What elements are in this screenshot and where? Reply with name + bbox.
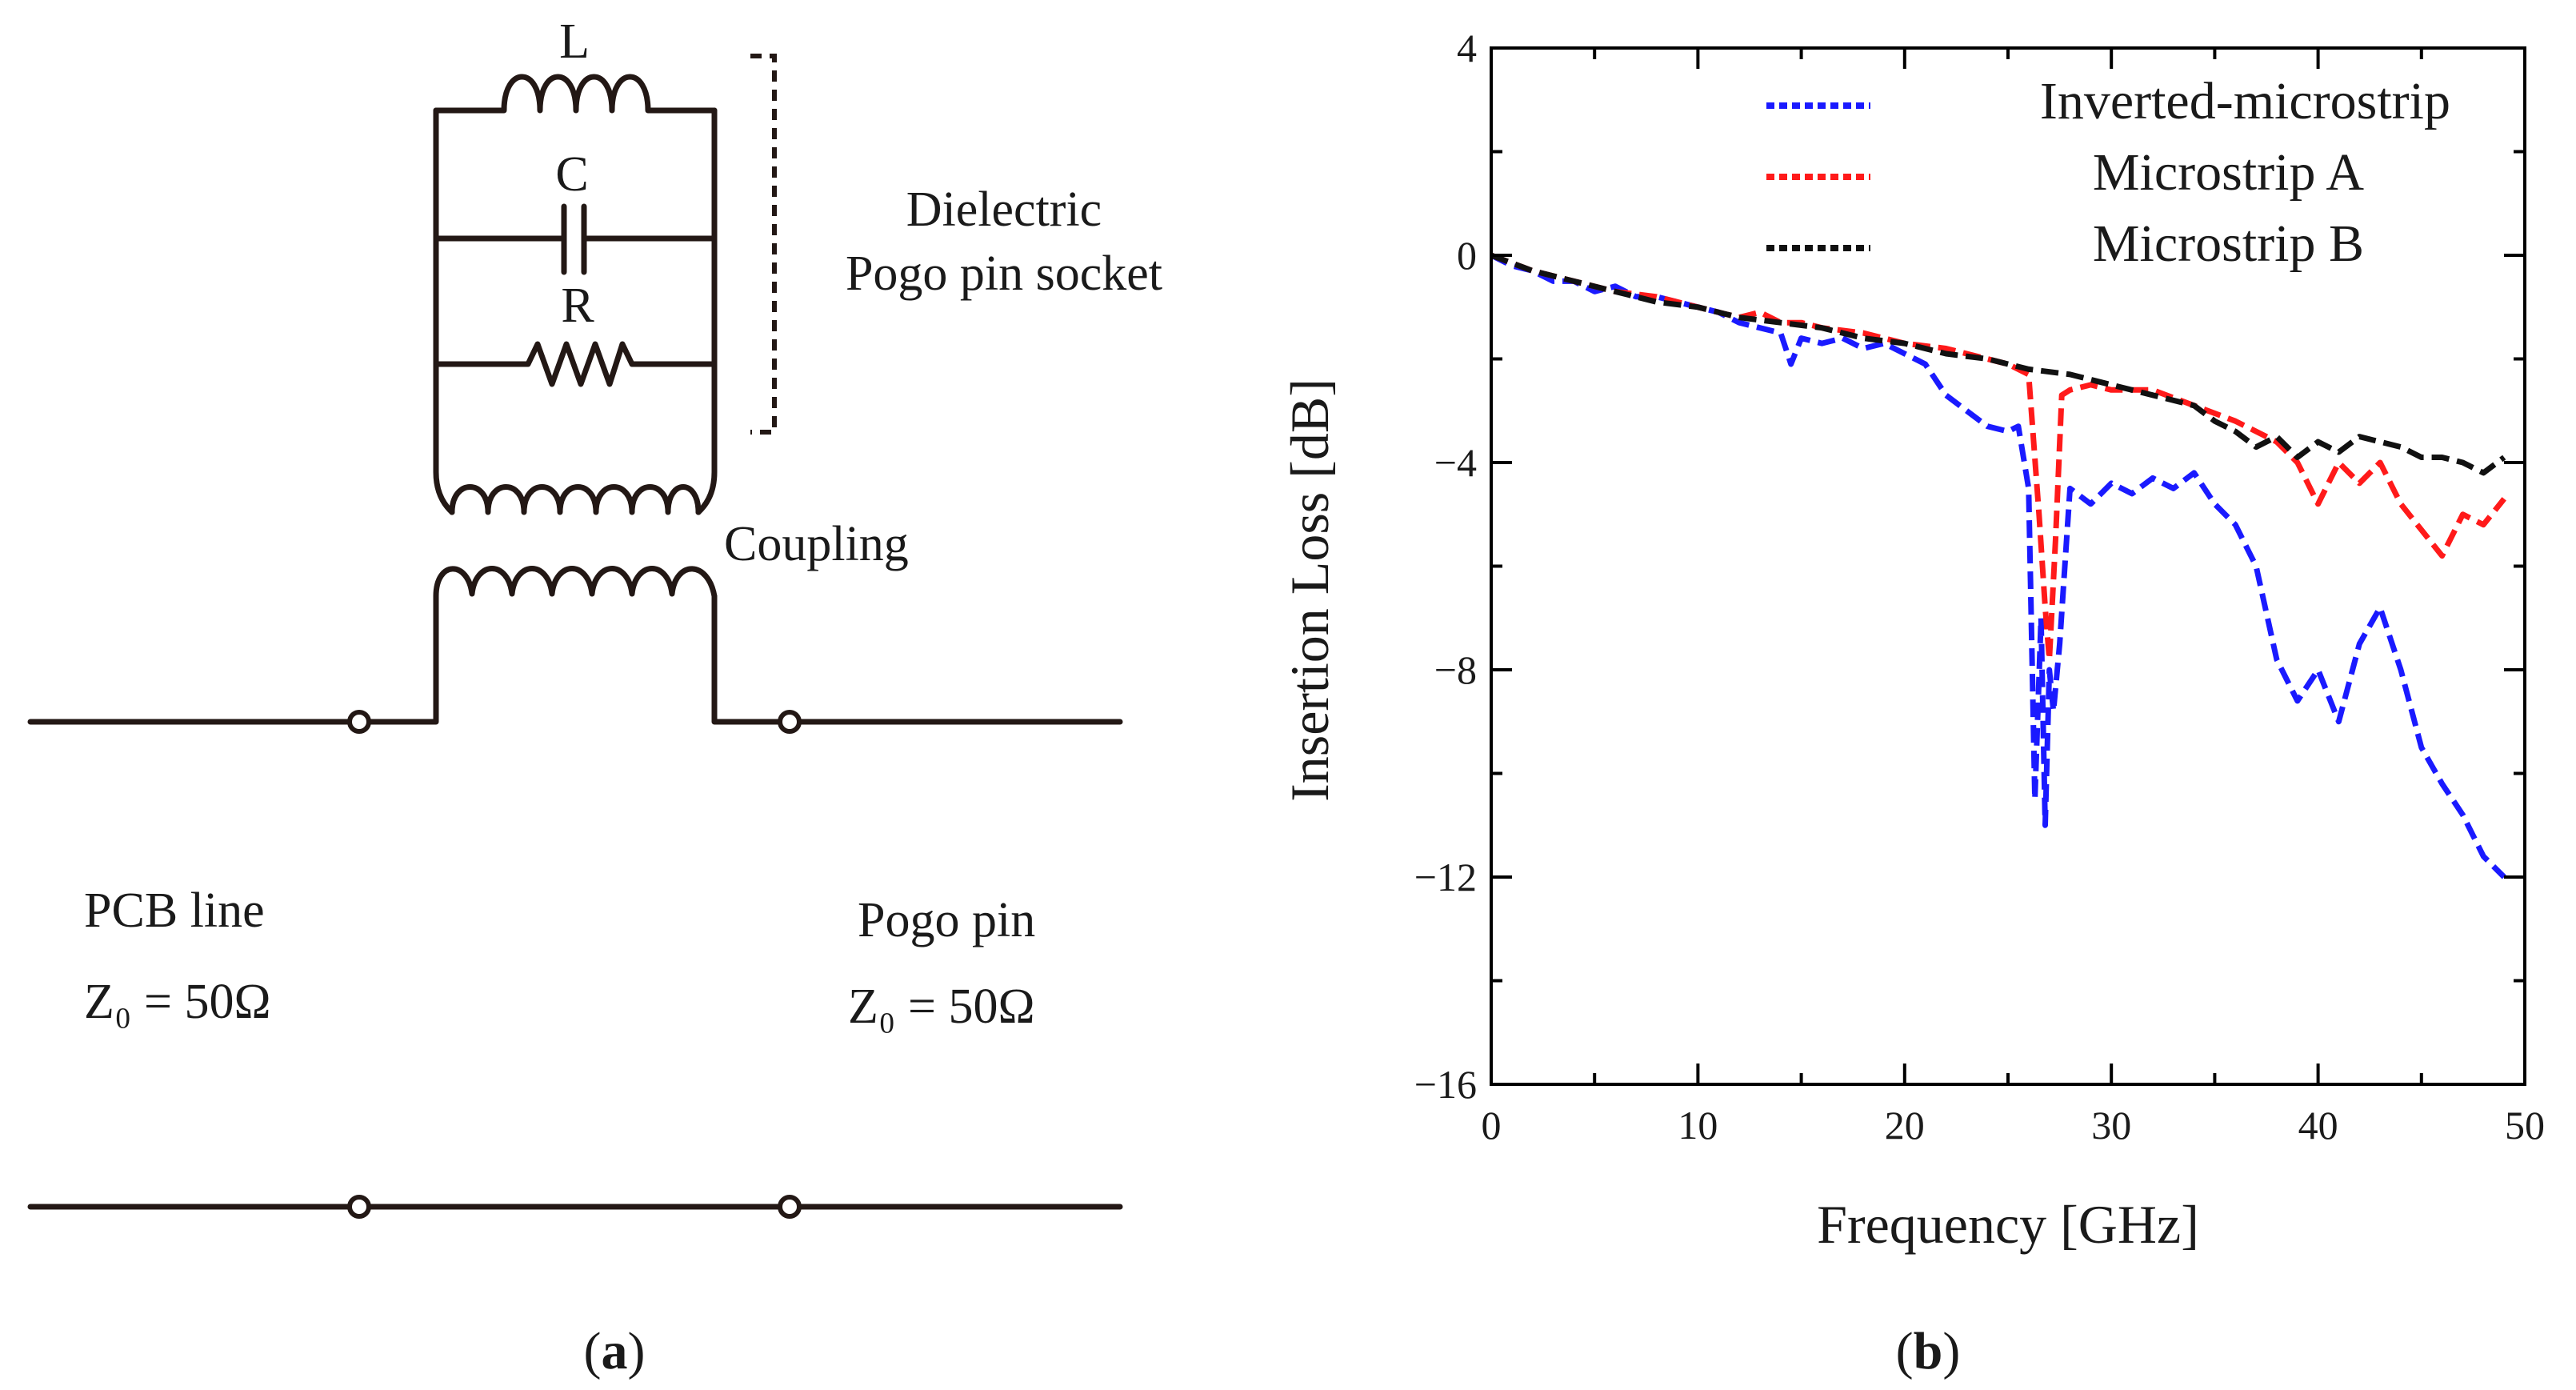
pogo-terminal: [778, 710, 802, 734]
x-tick-label: 0: [1482, 1103, 1502, 1148]
series-layer: [1490, 252, 2506, 879]
legend-label-2: Microstrip A: [2093, 143, 2364, 202]
pcb-terminal: [347, 710, 371, 734]
x-tick-label: 40: [2298, 1103, 2338, 1148]
lower-coil: [433, 566, 718, 599]
upper-coil: [449, 484, 702, 515]
pcb-ground-terminal: [347, 1195, 371, 1219]
coupling-label: Coupling: [724, 517, 909, 571]
coupling-transformer: [433, 484, 718, 599]
y-tick-label: −8: [1434, 647, 1477, 692]
x-tick-label: 50: [2505, 1103, 2545, 1148]
series-line-3: [1490, 252, 2506, 476]
dielectric-bracket: [750, 54, 777, 435]
x-axis-title: Frequency [GHz]: [1817, 1194, 2199, 1255]
caption-b: (b): [1896, 1322, 1961, 1380]
legend-label-1: Inverted-microstrip: [2040, 72, 2450, 130]
insertion-loss-chart-panel: 0 10 20 30 40 50 4 0 −4 −8 −12 −16 Inverted-microst…: [1248, 0, 2576, 1386]
pogo-pin-impedance: Z₀ = 50Ω: [848, 979, 1035, 1034]
legend: Inverted-microstrip Microstrip A Microstri…: [1766, 72, 2450, 273]
y-tick-label: 0: [1457, 233, 1477, 278]
series-line-1: [1490, 252, 2506, 879]
x-tick-label: 20: [1885, 1103, 1925, 1148]
equivalent-circuit-panel: L C R Dielectric Pogo pin socket Couplin…: [0, 0, 1248, 1386]
y-tick-label: −16: [1414, 1062, 1477, 1107]
y-tick-label: 4: [1457, 26, 1477, 70]
y-tick-label: −12: [1414, 855, 1477, 899]
caption-a: (a): [584, 1322, 646, 1380]
y-axis-title: Insertion Loss [dB]: [1279, 379, 1340, 802]
resistor-symbol: [433, 341, 718, 387]
dielectric-label-line1: Dielectric: [906, 182, 1102, 237]
capacitor-label: C: [555, 147, 588, 202]
circuit-diagram: L C R Dielectric Pogo pin socket Couplin…: [27, 14, 1162, 1380]
inductor-label: L: [559, 14, 590, 69]
lcr-network: [433, 74, 718, 515]
series-line-2: [1490, 252, 2506, 663]
legend-label-3: Microstrip B: [2093, 214, 2364, 273]
resistor-label: R: [561, 278, 594, 333]
right-rail: [695, 107, 718, 515]
pcb-line-impedance: Z₀ = 50Ω: [84, 975, 271, 1029]
pcb-line-label: PCB line: [84, 883, 265, 938]
pogo-pin-label: Pogo pin: [858, 893, 1035, 947]
pogo-ground-terminal: [778, 1195, 802, 1219]
capacitor-symbol: [433, 203, 718, 275]
signal-line: [27, 593, 1123, 725]
y-tick-label: −4: [1434, 440, 1477, 485]
plot-frame: [1490, 46, 2526, 1086]
dielectric-label-line2: Pogo pin socket: [846, 246, 1162, 301]
x-tick-label: 30: [2091, 1103, 2131, 1148]
inductor-symbol: [433, 74, 718, 114]
left-rail: [433, 107, 455, 515]
x-tick-label: 10: [1678, 1103, 1718, 1148]
